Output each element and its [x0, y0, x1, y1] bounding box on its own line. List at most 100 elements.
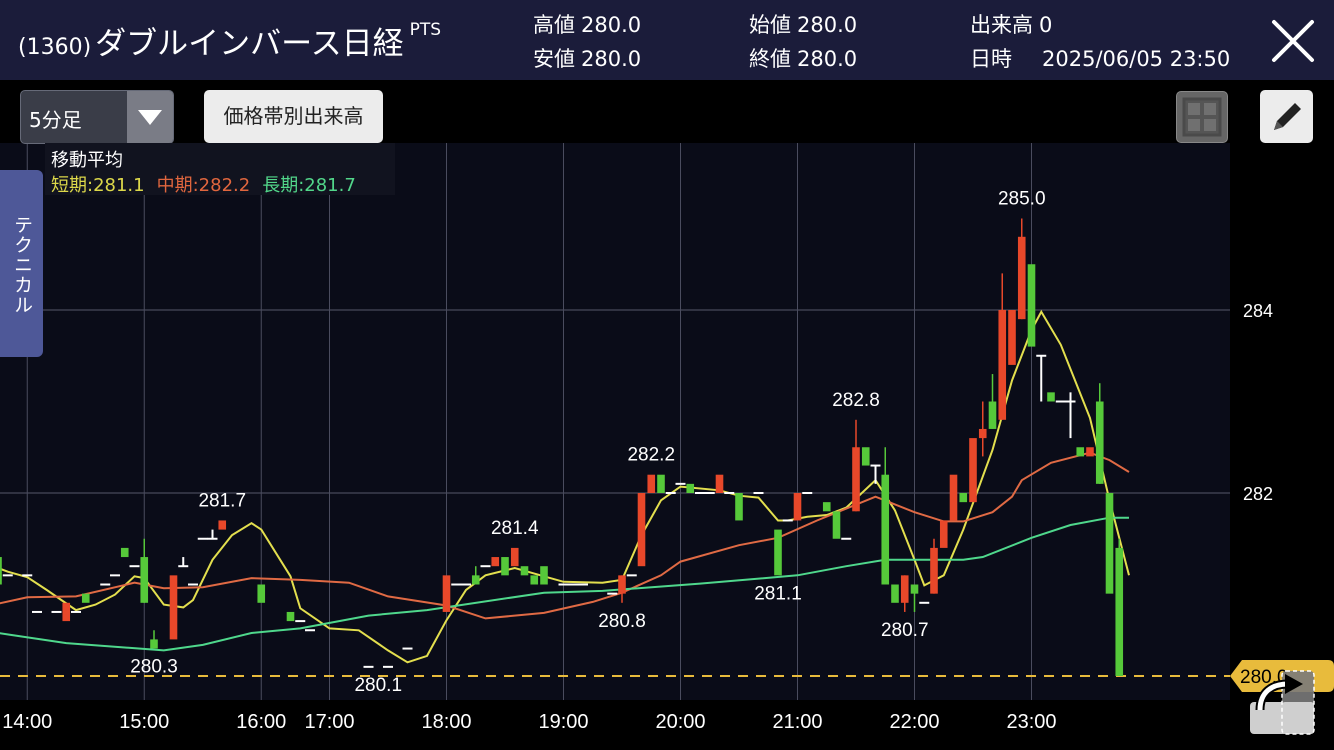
stat-volume-label: 出来高	[970, 13, 1033, 37]
candle-up	[647, 474, 656, 493]
x-tick-label: 22:00	[889, 711, 939, 733]
candle-up	[793, 493, 802, 521]
ma-line-long	[0, 516, 1129, 652]
candle-down	[657, 474, 665, 493]
volume-profile-button[interactable]: 価格帯別出来高	[204, 90, 383, 143]
candle-up	[998, 310, 1007, 420]
price-annotation: 280.1	[354, 675, 402, 696]
candle-down	[530, 575, 539, 585]
candle-down	[540, 566, 548, 585]
candle-up	[930, 547, 938, 594]
price-annotation: 282.2	[627, 445, 675, 466]
close-x-icon[interactable]	[1270, 18, 1316, 64]
stat-close-value: 280.0	[797, 47, 858, 71]
draw-button[interactable]	[1260, 90, 1313, 143]
candle-down	[822, 502, 831, 512]
candle-down	[861, 447, 870, 466]
pencil-icon	[1274, 103, 1301, 130]
candle-down	[910, 584, 919, 594]
candle-down	[988, 401, 997, 429]
chart-marks	[0, 218, 1230, 677]
candle-down	[501, 557, 509, 576]
stat-close-label: 終値	[749, 47, 791, 71]
candle-down	[140, 557, 149, 603]
candle-down	[471, 575, 480, 585]
candle-down	[1105, 493, 1114, 594]
security-name: ダブルインバース日経	[95, 26, 404, 62]
stat-high-label: 高値	[533, 13, 575, 37]
stat-high: 高値 280.0	[533, 9, 641, 39]
stat-open: 始値 280.0	[749, 9, 857, 39]
chevron-down-icon[interactable]	[127, 91, 173, 143]
price-annotation: 281.1	[754, 583, 802, 604]
candle-up	[939, 520, 948, 548]
candle-up	[852, 447, 860, 512]
stat-volume: 出来高 0	[970, 9, 1052, 39]
ma-mid-value: 中期:282.2	[156, 175, 251, 196]
price-annotation: 282.8	[832, 390, 880, 411]
stat-open-label: 始値	[749, 13, 791, 37]
ma-line-mid	[0, 451, 1130, 620]
candle-up	[1017, 236, 1026, 320]
x-tick-label: 17:00	[304, 711, 354, 733]
price-annotation: 281.7	[198, 490, 246, 511]
technical-tab-label: テクニカル	[11, 215, 33, 315]
candle-down	[81, 593, 90, 603]
price-annotation: 281.4	[491, 518, 539, 539]
y-tick-label: 282	[1243, 484, 1273, 504]
chart-plot-area[interactable]	[0, 143, 1230, 700]
x-tick-label: 21:00	[772, 711, 822, 733]
stat-open-value: 280.0	[797, 13, 858, 37]
candle-down	[891, 584, 899, 603]
interval-select[interactable]: 5分足	[20, 90, 174, 144]
ma-short-value: 短期:281.1	[51, 175, 145, 196]
candle-down	[881, 474, 890, 585]
candle-up	[510, 547, 519, 567]
candle-down	[735, 493, 743, 521]
stat-volume-value: 0	[1039, 13, 1053, 37]
candle-up	[978, 428, 987, 439]
grid-layout-icon	[1182, 97, 1222, 137]
candle-up	[1086, 447, 1094, 457]
x-tick-label: 14:00	[2, 711, 52, 733]
price-annotation: 280.3	[130, 657, 178, 678]
technical-side-tab[interactable]: テクニカル	[0, 170, 43, 357]
x-tick-label: 18:00	[421, 711, 471, 733]
y-tick-label: 284	[1243, 301, 1273, 321]
candle-down	[1047, 392, 1055, 402]
candle-down	[1027, 264, 1036, 347]
candle-up	[949, 474, 958, 521]
stat-high-value: 280.0	[581, 13, 642, 37]
market-label: PTS	[409, 20, 442, 40]
candle-up	[62, 602, 71, 622]
rotate-screen-icon[interactable]	[1248, 668, 1318, 738]
stat-datetime: 日時 2025/06/05 23:50	[970, 43, 1230, 73]
security-code: (1360)	[18, 35, 92, 60]
candle-down	[0, 557, 2, 585]
layout-button[interactable]	[1176, 91, 1228, 143]
stat-low-value: 280.0	[581, 47, 642, 71]
price-annotation: 285.0	[998, 189, 1046, 210]
candle-down	[1095, 401, 1104, 484]
x-tick-label: 19:00	[538, 711, 588, 733]
candle-up	[618, 575, 626, 594]
x-tick-label: 15:00	[119, 711, 169, 733]
interval-value: 5分足	[29, 108, 82, 132]
candle-up	[715, 474, 724, 493]
candle-down	[686, 483, 695, 493]
candle-down	[1076, 447, 1085, 457]
candle-down	[520, 566, 529, 576]
candle-down	[832, 511, 841, 539]
header-bar: (1360) ダブルインバース日経 PTS 高値 280.0 安値 280.0 始値 28…	[0, 0, 1334, 80]
candle-down	[120, 547, 129, 558]
stat-low: 安値 280.0	[533, 43, 641, 73]
chart-labels: 284 282 14:00 15:00 16:00 17:00 18:00 19:00 20:0…	[2, 189, 1334, 733]
ma-legend-title: 移動平均	[51, 150, 123, 171]
stat-datetime-value: 2025/06/05 23:50	[1042, 47, 1231, 71]
candle-down	[257, 584, 266, 603]
candle-up	[169, 575, 178, 640]
candle-down	[1115, 547, 1124, 676]
candle-down	[150, 639, 158, 649]
candle-down	[959, 493, 968, 503]
